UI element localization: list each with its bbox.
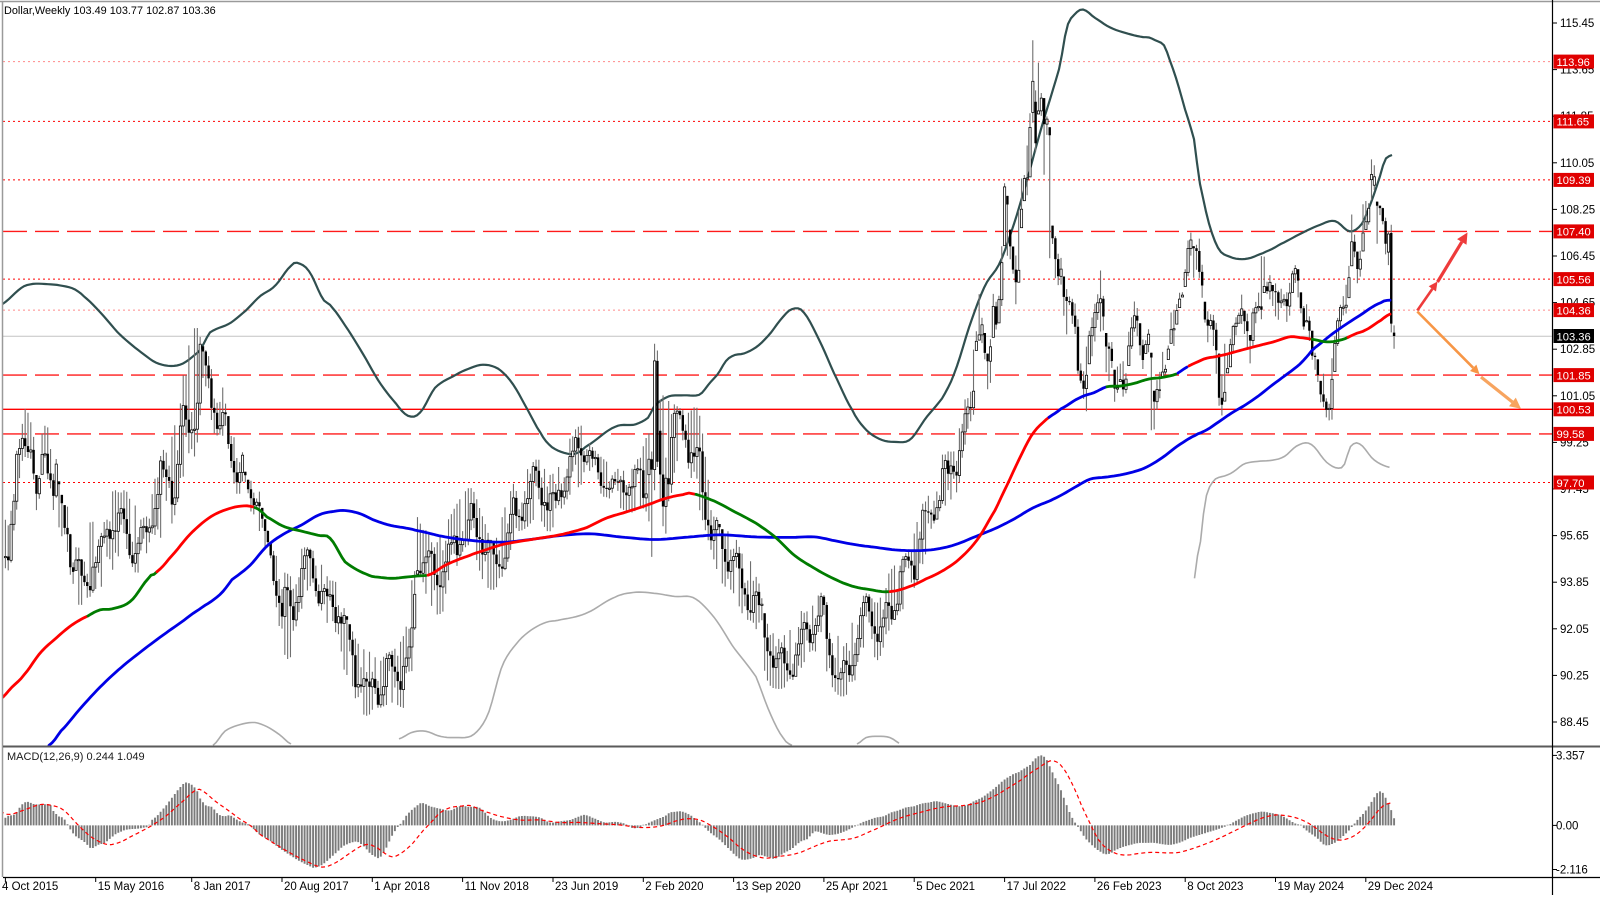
svg-text:109.39: 109.39 (1557, 175, 1591, 187)
svg-text:108.25: 108.25 (1560, 204, 1595, 216)
svg-text:113.96: 113.96 (1557, 57, 1590, 69)
svg-text:29 Dec 2024: 29 Dec 2024 (1368, 881, 1434, 893)
svg-text:97.70: 97.70 (1557, 478, 1585, 490)
svg-text:0.00: 0.00 (1556, 820, 1578, 832)
svg-text:13 Sep 2020: 13 Sep 2020 (736, 881, 801, 893)
svg-text:4 Oct 2015: 4 Oct 2015 (2, 881, 58, 893)
svg-text:107.40: 107.40 (1557, 227, 1591, 239)
svg-text:93.85: 93.85 (1560, 577, 1589, 589)
svg-text:5 Dec 2021: 5 Dec 2021 (916, 881, 975, 893)
svg-text:100.53: 100.53 (1557, 405, 1591, 417)
svg-text:23 Jun 2019: 23 Jun 2019 (555, 881, 618, 893)
svg-text:8 Jan 2017: 8 Jan 2017 (194, 881, 251, 893)
svg-text:3.357: 3.357 (1556, 750, 1585, 762)
svg-text:20 Aug 2017: 20 Aug 2017 (284, 881, 349, 893)
svg-text:MACD(12,26,9) 0.244 1.049: MACD(12,26,9) 0.244 1.049 (7, 751, 145, 763)
svg-text:1 Apr 2018: 1 Apr 2018 (374, 881, 430, 893)
svg-text:92.05: 92.05 (1560, 624, 1589, 636)
svg-text:25 Apr 2021: 25 Apr 2021 (826, 881, 888, 893)
svg-text:103.36: 103.36 (1557, 331, 1591, 343)
svg-text:99.58: 99.58 (1557, 429, 1585, 441)
svg-text:90.25: 90.25 (1560, 670, 1589, 682)
svg-text:17 Jul 2022: 17 Jul 2022 (1007, 881, 1066, 893)
svg-text:101.85: 101.85 (1557, 370, 1591, 382)
svg-text:2 Feb 2020: 2 Feb 2020 (645, 881, 703, 893)
svg-text:-2.116: -2.116 (1556, 865, 1588, 877)
svg-text:102.85: 102.85 (1560, 344, 1595, 356)
svg-text:95.65: 95.65 (1560, 531, 1589, 543)
svg-text:26 Feb 2023: 26 Feb 2023 (1097, 881, 1162, 893)
svg-text:111.65: 111.65 (1557, 117, 1590, 129)
svg-text:115.45: 115.45 (1560, 18, 1594, 30)
svg-text:8 Oct 2023: 8 Oct 2023 (1187, 881, 1243, 893)
svg-text:88.45: 88.45 (1560, 717, 1589, 729)
svg-text:101.05: 101.05 (1560, 391, 1595, 403)
svg-text:11 Nov 2018: 11 Nov 2018 (465, 881, 529, 893)
svg-text:110.05: 110.05 (1560, 158, 1594, 170)
svg-text:19 May 2024: 19 May 2024 (1278, 881, 1345, 893)
svg-text:15 May 2016: 15 May 2016 (98, 881, 165, 893)
svg-text:Dollar,Weekly 103.49 103.77 1: Dollar,Weekly 103.49 103.77 102.87 103.3… (4, 5, 216, 17)
svg-text:104.36: 104.36 (1557, 305, 1591, 317)
svg-text:105.56: 105.56 (1557, 274, 1591, 286)
svg-text:106.45: 106.45 (1560, 251, 1595, 263)
